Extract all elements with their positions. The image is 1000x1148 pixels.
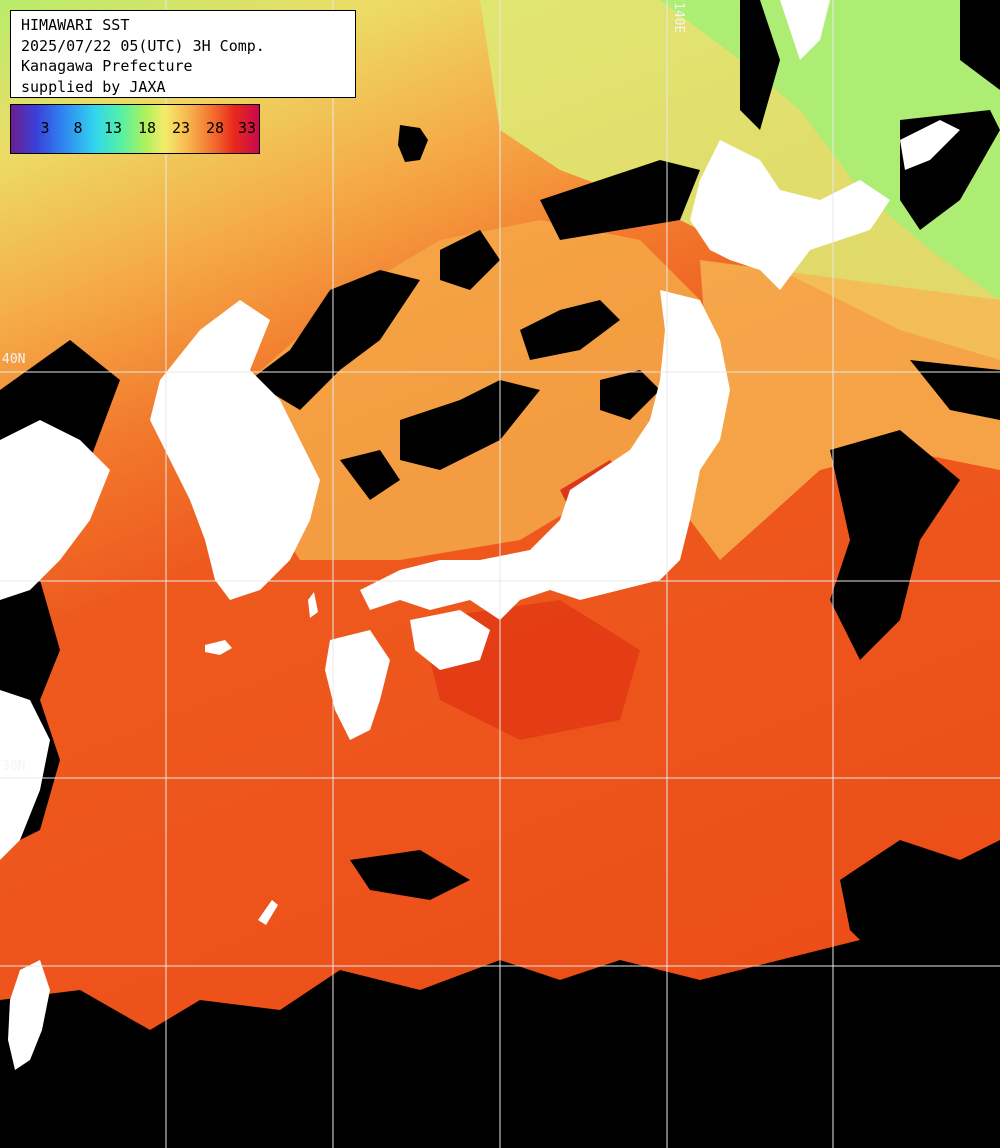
colorbar-tick: 33 [237, 119, 257, 137]
land-sakhalin [780, 0, 830, 60]
land-shikoku [410, 610, 490, 670]
map-title: HIMAWARI SST [21, 16, 130, 34]
map-info-box: HIMAWARI SST 2025/07/22 05(UTC) 3H Comp.… [10, 10, 356, 98]
land-china-coast [0, 690, 50, 860]
map-datetime: 2025/07/22 05(UTC) 3H Comp. [21, 36, 265, 55]
land-kyushu [325, 630, 390, 740]
land-honshu [360, 290, 730, 620]
land-tsushima [308, 592, 318, 618]
land-korea-peninsula [150, 300, 320, 600]
lat-label-30n: 30N [2, 759, 26, 774]
land-mainland-west [0, 420, 110, 600]
colorbar-tick: 3 [40, 119, 50, 137]
lon-label-140e: 140E [671, 2, 686, 34]
colorbar-tick: 13 [103, 119, 123, 137]
land-kuril [900, 120, 960, 170]
land-taiwan [8, 960, 50, 1070]
map-region: Kanagawa Prefecture [21, 57, 193, 75]
colorbar-tick: 23 [171, 119, 191, 137]
land-jeju [205, 640, 232, 655]
land-okinawa [258, 900, 278, 925]
land [0, 0, 960, 1070]
map-credit: supplied by JAXA [21, 77, 166, 96]
colorbar-tick: 28 [205, 119, 225, 137]
land-hokkaido [690, 140, 890, 290]
sst-colorbar: 3 8 13 18 23 28 33 [10, 104, 260, 154]
colorbar-tick: 18 [137, 119, 157, 137]
mild-sea-east-of-japan [690, 260, 1000, 560]
cold-sea-northeast [660, 0, 1000, 300]
colorbar-tick: 8 [73, 119, 83, 137]
lat-label-40n: 40N [2, 352, 26, 367]
